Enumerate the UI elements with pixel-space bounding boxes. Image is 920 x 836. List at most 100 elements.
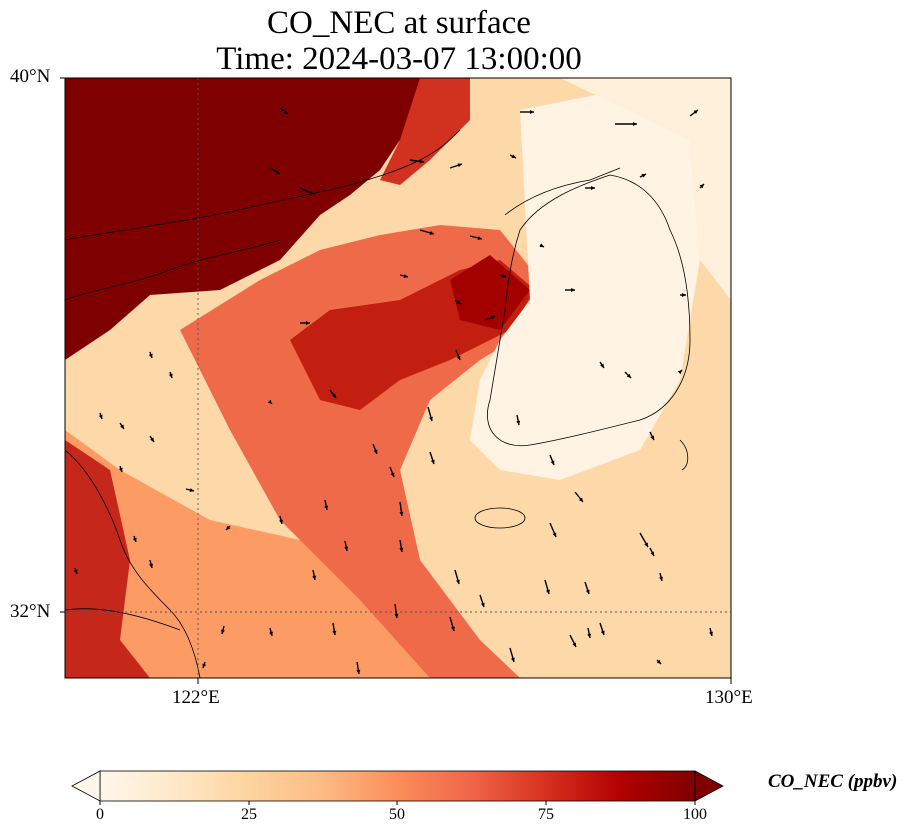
wind-arrow-head bbox=[552, 532, 557, 537]
coastlines bbox=[65, 129, 691, 678]
colorbar-extend-low bbox=[71, 770, 101, 802]
wind-vectors bbox=[73, 57, 713, 675]
wind-arrow-head bbox=[149, 563, 153, 568]
wind-arrow-head bbox=[118, 467, 123, 472]
wind-arrow-head bbox=[332, 630, 337, 635]
wind-arrow-head bbox=[309, 190, 314, 195]
colorbar bbox=[71, 770, 724, 805]
wind-arrow-head bbox=[644, 542, 648, 547]
wind-arrow-head bbox=[450, 626, 455, 631]
wind-arrow-head bbox=[677, 370, 682, 375]
wind-arrow-head bbox=[182, 57, 186, 61]
field-west-coast-south bbox=[65, 440, 150, 678]
wind-arrow-head bbox=[132, 537, 137, 542]
axis-ticks bbox=[60, 77, 732, 684]
wind-arrow-head bbox=[591, 186, 595, 190]
wind-arrow-head bbox=[550, 460, 555, 465]
field-northeast-high-edge bbox=[380, 78, 470, 185]
korea-north-boundary bbox=[504, 167, 621, 216]
wind-arrow-head bbox=[578, 497, 583, 502]
wind-arrow-head bbox=[626, 373, 631, 378]
china-liaoning-coast bbox=[65, 129, 461, 241]
wind-arrow-head bbox=[168, 373, 173, 378]
wind-arrow-head bbox=[477, 236, 482, 240]
wind-arrow-head bbox=[202, 663, 207, 668]
tsushima bbox=[679, 439, 689, 471]
korea-coastline bbox=[487, 174, 691, 447]
wind-arrow-head bbox=[399, 511, 404, 516]
concentration-field bbox=[65, 78, 731, 678]
jiangsu-coast bbox=[65, 449, 201, 678]
wind-arrow-head bbox=[312, 575, 317, 580]
colorbar-gradient bbox=[99, 770, 696, 802]
wind-arrow-head bbox=[456, 300, 461, 304]
wind-arrow-head bbox=[267, 399, 272, 404]
colorbar-tick-50: 50 bbox=[389, 806, 405, 823]
wind-arrow-head bbox=[572, 642, 576, 647]
lon-tick-130: 130°E bbox=[705, 687, 753, 708]
wind-arrow-head bbox=[399, 547, 404, 552]
wind-arrow-head bbox=[403, 274, 408, 278]
wind-arrow-head bbox=[394, 613, 399, 618]
yangtze-estuary bbox=[65, 608, 181, 631]
wind-arrow-head bbox=[279, 519, 283, 524]
map-title-line2: Time: 2024-03-07 13:00:00 bbox=[216, 41, 582, 77]
wind-arrow-head bbox=[456, 355, 461, 360]
wind-arrow-head bbox=[516, 420, 521, 425]
wind-arrow-head bbox=[429, 230, 434, 235]
wind-arrow-head bbox=[324, 505, 329, 510]
wind-arrow-head bbox=[356, 669, 361, 674]
colorbar-tick-25: 25 bbox=[241, 806, 257, 823]
wind-arrow-head bbox=[98, 414, 103, 419]
field-east-sea-low bbox=[560, 78, 731, 300]
wind-arrow-head bbox=[650, 551, 654, 556]
wind-arrow-head bbox=[633, 122, 637, 126]
lat-tick-40: 40°N bbox=[10, 66, 51, 87]
wind-arrow-head bbox=[650, 435, 654, 440]
field-korea-low bbox=[470, 90, 700, 480]
wind-arrow-head bbox=[332, 393, 336, 398]
wind-arrow-head bbox=[587, 633, 592, 638]
wind-arrow-head bbox=[571, 288, 575, 292]
wind-arrow bbox=[180, 57, 186, 62]
wind-arrow-head bbox=[306, 321, 310, 325]
wind-arrow-head bbox=[699, 184, 704, 189]
wind-arrow-head bbox=[600, 363, 604, 368]
wind-arrow-head bbox=[189, 488, 194, 492]
wind-arrow-head bbox=[344, 546, 349, 551]
wind-arrow-head bbox=[150, 437, 154, 442]
wind-arrow-head bbox=[373, 449, 378, 454]
wind-arrow-head bbox=[73, 569, 78, 574]
wind-arrow-head bbox=[269, 631, 273, 636]
colorbar-tick-100: 100 bbox=[683, 806, 707, 823]
colorbar-label: CO_NEC (ppbv) bbox=[768, 771, 898, 792]
colorbar-tick-75: 75 bbox=[538, 806, 554, 823]
wind-arrow-head bbox=[693, 110, 698, 114]
shandong-coast bbox=[65, 239, 281, 301]
wind-arrow-head bbox=[457, 163, 462, 168]
wind-arrow-head bbox=[419, 159, 424, 164]
wind-arrow-head bbox=[585, 589, 590, 594]
map-title-line1: CO_NEC at surface bbox=[267, 5, 531, 41]
colorbar-extend-high bbox=[694, 770, 724, 802]
wind-arrow-head bbox=[275, 170, 280, 174]
jeju-island bbox=[474, 507, 526, 529]
lat-tick-32: 32°N bbox=[10, 601, 51, 622]
wind-arrow-head bbox=[480, 602, 485, 607]
wind-arrow-head bbox=[530, 110, 534, 114]
wind-arrow-head bbox=[682, 293, 686, 297]
wind-arrow-head bbox=[226, 525, 231, 530]
wind-arrow-head bbox=[430, 459, 435, 464]
colorbar-tick-0: 0 bbox=[96, 806, 104, 823]
gridlines bbox=[65, 78, 731, 678]
wind-arrow-head bbox=[390, 472, 395, 477]
wind-arrow-head bbox=[511, 154, 516, 158]
wind-arrow-head bbox=[600, 630, 605, 635]
field-northeast-high bbox=[65, 78, 430, 360]
lon-tick-122: 122°E bbox=[172, 687, 220, 708]
wind-arrow-head bbox=[120, 424, 124, 429]
map-frame bbox=[64, 77, 732, 679]
wind-arrow-head bbox=[283, 110, 288, 114]
wind-arrow-head bbox=[455, 579, 460, 584]
